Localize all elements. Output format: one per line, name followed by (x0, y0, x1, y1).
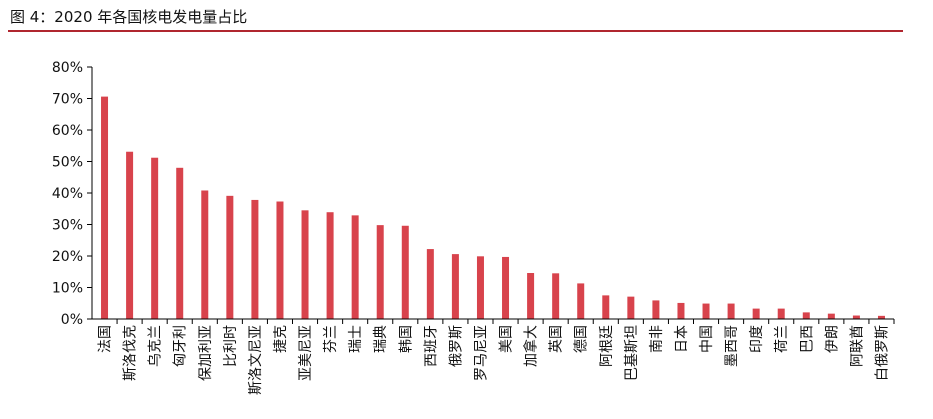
x-tick-label: 俄罗斯 (448, 325, 464, 367)
y-tick-label: 50% (52, 155, 83, 171)
x-tick-label: 印度 (749, 325, 765, 353)
y-tick-label: 10% (52, 281, 83, 297)
x-tick-label: 中国 (699, 325, 715, 353)
bar (251, 199, 259, 319)
bar (652, 300, 660, 319)
x-tick-label: 英国 (548, 325, 565, 353)
x-tick-label: 亚美尼亚 (298, 325, 314, 381)
chart-title: 图 4：2020 年各国核电发电量占比 (10, 8, 248, 26)
bar (777, 308, 785, 319)
x-tick-label: 荷兰 (774, 325, 790, 353)
bar (176, 167, 184, 319)
bar (877, 315, 885, 319)
x-axis: 法国 斯洛伐克 乌克兰 匈牙利 保加利亚 比利时 斯洛文尼亚 捷克 亚美尼亚 芬兰 瑞士 瑞典 韩国 西班… (92, 318, 895, 395)
bar (502, 256, 510, 319)
title-bar: 图 4：2020 年各国核电发电量占比 (8, 0, 903, 32)
x-tick-label: 保加利亚 (198, 325, 214, 381)
x-tick-label: 南非 (649, 325, 665, 353)
bar (476, 256, 484, 319)
x-tick-label: 巴西 (799, 325, 815, 353)
y-tick-label: 60% (52, 123, 83, 139)
x-tick-label: 斯洛伐克 (123, 325, 139, 381)
bar (627, 296, 635, 319)
x-tick-label: 匈牙利 (173, 325, 189, 367)
bar (527, 273, 535, 319)
x-tick-label: 瑞士 (348, 325, 364, 353)
bar (602, 295, 610, 319)
bar (852, 315, 860, 319)
x-tick-label: 阿联酋 (848, 325, 865, 367)
bar (301, 210, 309, 319)
y-tick-label: 40% (52, 186, 83, 202)
bar (827, 313, 835, 319)
bar (802, 312, 810, 319)
bar (426, 249, 434, 319)
x-tick-label: 墨西哥 (724, 325, 740, 367)
bar (451, 254, 459, 319)
x-tick-label: 白俄罗斯 (874, 325, 890, 381)
y-tick-label: 30% (52, 218, 83, 234)
bar (326, 212, 334, 319)
bars (101, 96, 885, 319)
x-tick-label: 比利时 (223, 325, 239, 367)
x-tick-label: 巴基斯坦 (623, 325, 640, 381)
x-tick-label: 美国 (499, 325, 515, 353)
y-tick-label: 0% (61, 312, 83, 328)
x-tick-label: 罗马尼亚 (473, 325, 489, 381)
x-tick-label: 日本 (674, 325, 690, 353)
y-axis: 0% 10% 20% 30% 40% 50% 60% 70% 80% (52, 60, 93, 328)
bar (401, 225, 409, 319)
y-tick-label: 20% (52, 249, 83, 265)
bar (226, 195, 234, 319)
bar (376, 225, 384, 319)
x-tick-label: 伊朗 (824, 325, 840, 353)
bar (752, 308, 760, 319)
x-tick-label: 法国 (98, 325, 114, 353)
bar (351, 215, 359, 319)
bar (276, 201, 284, 319)
x-tick-label: 西班牙 (423, 325, 439, 367)
bar (727, 303, 735, 319)
bar (702, 303, 710, 319)
bar (201, 190, 209, 319)
bar (101, 96, 109, 319)
y-tick-label: 70% (52, 92, 83, 108)
bar (552, 273, 560, 319)
x-tick-label: 乌克兰 (148, 325, 164, 367)
bar (677, 302, 685, 319)
x-tick-label: 斯洛文尼亚 (248, 325, 264, 395)
x-tick-label: 德国 (574, 325, 590, 353)
bar (151, 157, 159, 319)
x-tick-label: 捷克 (273, 325, 289, 353)
x-tick-label: 阿根廷 (599, 325, 615, 367)
y-tick-label: 80% (52, 60, 83, 76)
x-tick-label: 瑞典 (373, 325, 389, 353)
bar (577, 283, 585, 319)
bar (126, 151, 134, 319)
x-tick-label: 加拿大 (523, 325, 540, 367)
x-tick-label: 韩国 (398, 325, 414, 353)
x-tick-label: 芬兰 (323, 325, 339, 353)
